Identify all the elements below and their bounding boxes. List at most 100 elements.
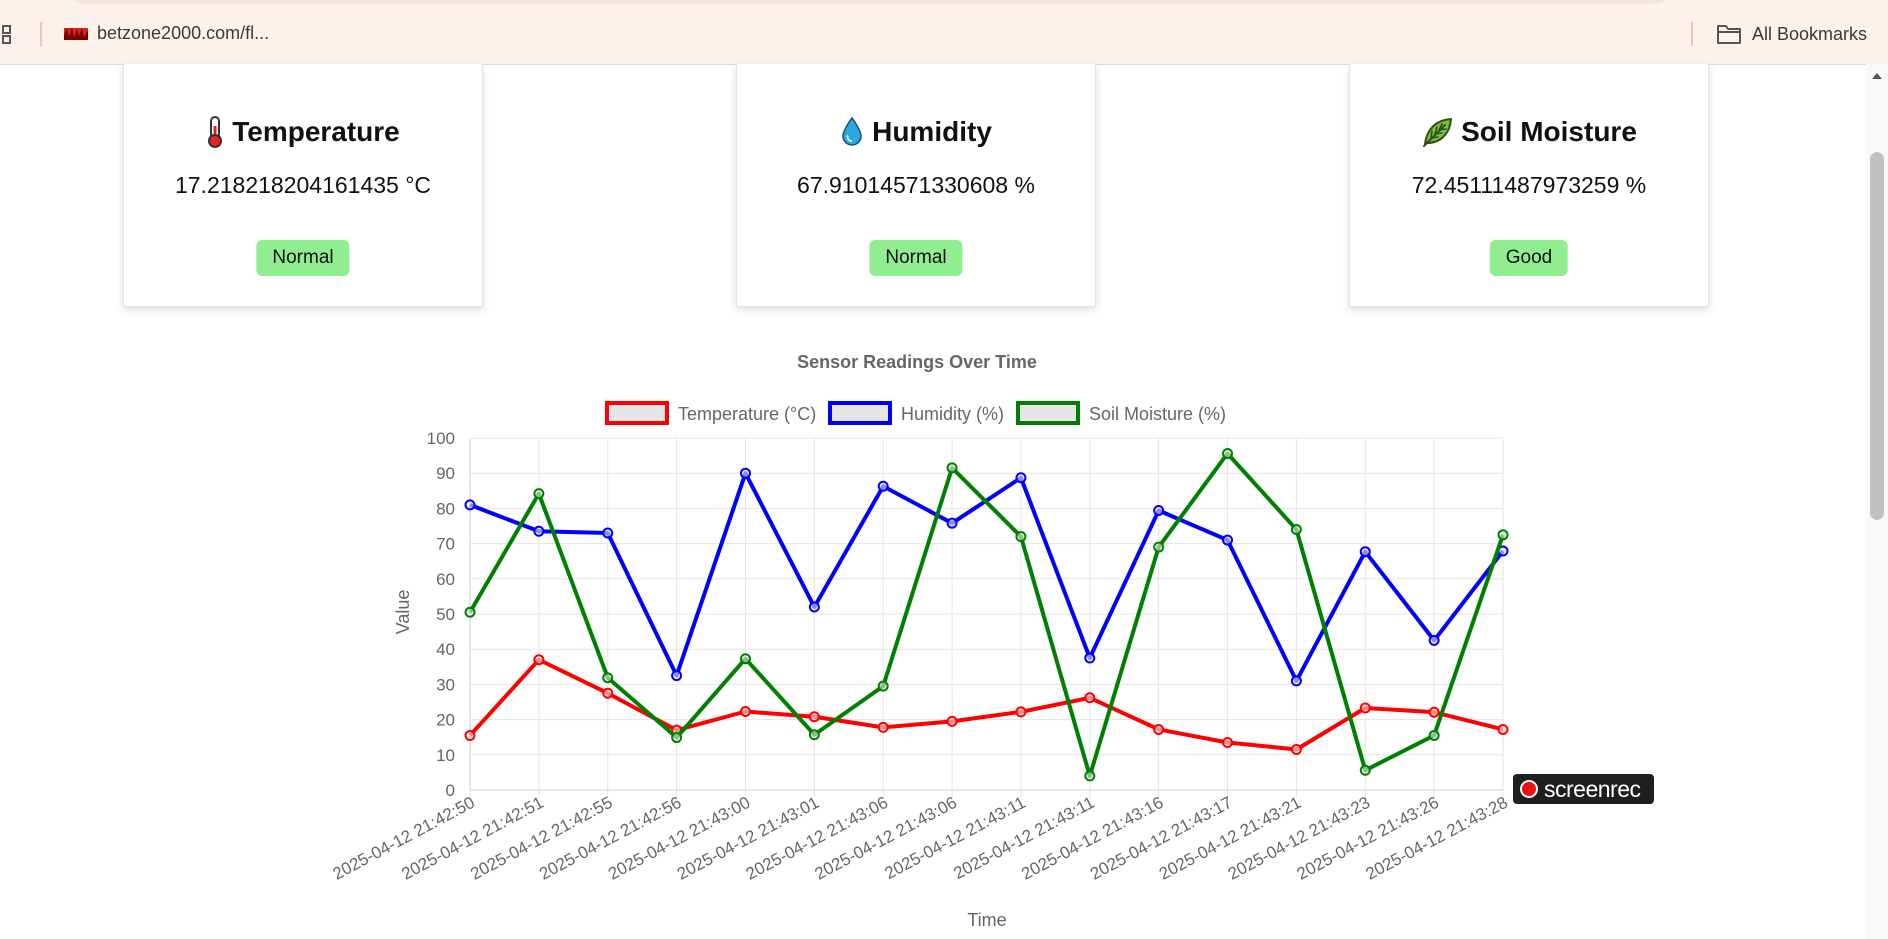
data-point[interactable] <box>464 729 476 741</box>
y-tick-label: 60 <box>436 570 455 589</box>
data-point[interactable] <box>877 680 889 692</box>
chart-legend: Temperature (°C) Humidity (%) Soil Moistur… <box>605 401 1226 425</box>
data-point[interactable] <box>1015 472 1027 484</box>
data-point[interactable] <box>1222 534 1234 546</box>
y-axis: 0 10 20 30 40 50 60 70 80 90 100 <box>427 429 455 800</box>
data-point[interactable] <box>602 687 614 699</box>
card-title: Humidity <box>737 112 1095 152</box>
series-line <box>468 657 1504 752</box>
y-tick-label: 10 <box>436 746 455 765</box>
data-point[interactable] <box>1153 541 1165 553</box>
data-point[interactable] <box>1290 744 1302 756</box>
data-point[interactable] <box>739 653 751 665</box>
data-point[interactable] <box>946 462 958 474</box>
legend-label: Soil Moisture (%) <box>1089 404 1226 424</box>
y-tick-label: 40 <box>436 640 455 659</box>
y-tick-label: 70 <box>436 535 455 554</box>
folder-icon <box>1717 25 1741 44</box>
temperature-value: 17.218218204161435 °C <box>174 172 432 198</box>
y-tick-label: 30 <box>436 675 455 694</box>
data-point[interactable] <box>1290 524 1302 536</box>
data-point[interactable] <box>1015 531 1027 543</box>
data-point[interactable] <box>1084 770 1096 782</box>
data-point[interactable] <box>808 711 820 723</box>
apps-grid-icon[interactable] <box>0 24 20 44</box>
y-tick-label: 90 <box>436 464 455 483</box>
data-point[interactable] <box>533 654 545 666</box>
legend-item[interactable]: Temperature (°C) <box>605 401 816 425</box>
card-title: Temperature <box>124 112 482 152</box>
data-point[interactable] <box>1359 764 1371 776</box>
data-point[interactable] <box>1222 736 1234 748</box>
data-point[interactable] <box>1015 706 1027 718</box>
legend-swatch <box>1016 401 1080 425</box>
status-badge: Good <box>1489 240 1569 276</box>
watermark-text: screenrec <box>1544 775 1641 802</box>
soil-moisture-card: Soil Moisture 72.45111487973259 % Good <box>1349 64 1709 307</box>
bookmarks-bar: betzone2000.com/fl... All Bookmarks <box>0 0 1888 65</box>
bookmark-link[interactable]: betzone2000.com/fl... <box>97 23 270 43</box>
data-point[interactable] <box>671 670 683 682</box>
data-point[interactable] <box>1290 675 1302 687</box>
data-point[interactable] <box>671 732 683 744</box>
data-point[interactable] <box>808 729 820 741</box>
data-point[interactable] <box>739 467 751 479</box>
y-tick-label: 80 <box>436 499 455 518</box>
record-icon <box>1520 780 1538 798</box>
data-point[interactable] <box>464 499 476 511</box>
data-point[interactable] <box>1359 546 1371 558</box>
data-point[interactable] <box>602 672 614 684</box>
data-point[interactable] <box>464 606 476 618</box>
data-point[interactable] <box>1222 447 1234 459</box>
status-badge: Normal <box>869 240 963 276</box>
chart-series <box>464 447 1509 782</box>
data-point[interactable] <box>1428 706 1440 718</box>
status-badge: Normal <box>256 240 350 276</box>
humidity-card: Humidity 67.91014571330608 % Normal <box>736 64 1096 307</box>
data-point[interactable] <box>602 527 614 539</box>
card-title: Soil Moisture <box>1350 112 1708 152</box>
data-point[interactable] <box>1153 723 1165 735</box>
legend-item[interactable]: Soil Moisture (%) <box>1016 401 1226 425</box>
y-tick-label: 50 <box>436 605 455 624</box>
data-point[interactable] <box>1428 729 1440 741</box>
legend-item[interactable]: Humidity (%) <box>828 401 1004 425</box>
data-point[interactable] <box>808 601 820 613</box>
data-point[interactable] <box>877 480 889 492</box>
data-point[interactable] <box>739 706 751 718</box>
data-point[interactable] <box>946 517 958 529</box>
y-tick-label: 0 <box>446 781 455 800</box>
thermometer-icon <box>208 116 223 148</box>
all-bookmarks-button[interactable]: All Bookmarks <box>1716 21 1867 47</box>
water-drop-icon <box>842 116 862 146</box>
data-point[interactable] <box>1153 505 1165 517</box>
legend-swatch <box>828 401 892 425</box>
data-point[interactable] <box>533 525 545 537</box>
data-point[interactable] <box>1497 529 1509 541</box>
data-point[interactable] <box>946 715 958 727</box>
scroll-up-arrow-icon[interactable] <box>1869 70 1885 82</box>
scrollbar-thumb[interactable] <box>1870 152 1884 520</box>
series-line <box>468 451 1505 778</box>
legend-label: Humidity (%) <box>901 404 1004 424</box>
humidity-value: 67.91014571330608 % <box>797 172 1035 198</box>
chart-title: Sensor Readings Over Time <box>797 352 1037 372</box>
y-tick-label: 20 <box>436 711 455 730</box>
data-point[interactable] <box>533 488 545 500</box>
data-point[interactable] <box>1497 723 1509 735</box>
data-point[interactable] <box>1428 634 1440 646</box>
all-bookmarks-label: All Bookmarks <box>1752 23 1868 44</box>
site-favicon-icon <box>64 27 88 40</box>
legend-swatch <box>605 401 669 425</box>
data-point[interactable] <box>877 721 889 733</box>
data-point[interactable] <box>1084 692 1096 704</box>
data-point[interactable] <box>1084 652 1096 664</box>
soil-moisture-value: 72.45111487973259 % <box>1411 172 1647 198</box>
leaf-icon <box>1423 118 1453 147</box>
y-axis-label: Value <box>393 590 413 635</box>
legend-label: Temperature (°C) <box>678 404 816 424</box>
data-point[interactable] <box>1359 702 1371 714</box>
address-bar[interactable] <box>70 0 1670 4</box>
